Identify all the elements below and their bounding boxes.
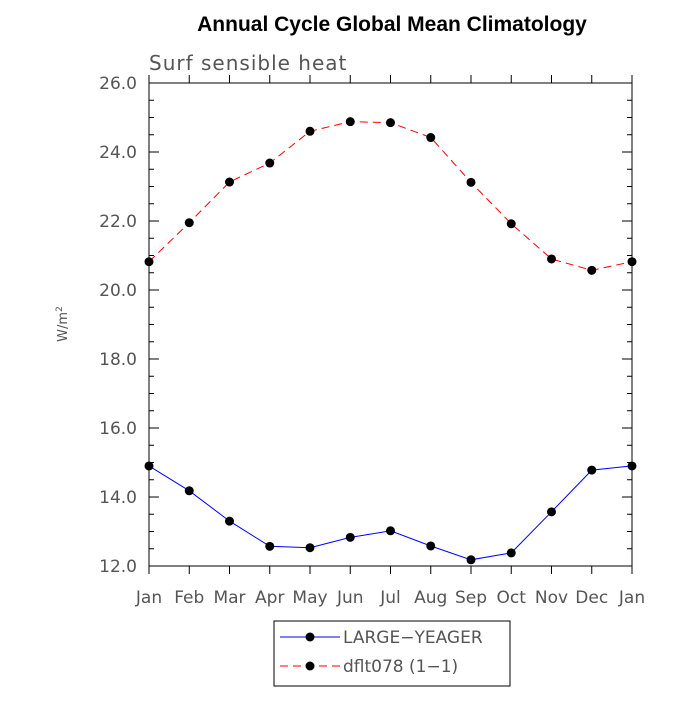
- y-tick-label: 16.0: [99, 419, 137, 439]
- data-point-series-0: [466, 555, 476, 565]
- y-axis-label-superscript: 2: [55, 306, 65, 312]
- x-tick-label: Jun: [336, 588, 364, 608]
- x-tick-label: May: [292, 588, 327, 608]
- x-tick-label: Dec: [575, 588, 608, 608]
- y-axis-label: W/m2: [55, 306, 71, 342]
- x-tick-label: Feb: [174, 588, 204, 608]
- data-point-series-1: [144, 257, 154, 267]
- x-tick-label: Sep: [455, 588, 487, 608]
- data-point-series-0: [144, 461, 154, 471]
- data-point-series-1: [305, 126, 315, 136]
- x-tick-label: Jan: [618, 588, 645, 608]
- y-tick-label: 18.0: [99, 350, 137, 370]
- data-point-series-1: [627, 257, 637, 267]
- data-point-series-1: [547, 254, 556, 264]
- x-tick-label: Jul: [379, 588, 401, 608]
- data-point-series-0: [184, 486, 194, 496]
- data-point-series-0: [547, 507, 556, 517]
- x-tick-labels: Jan Feb Mar Apr May Jun Jul Aug Sep Oct Nov Dec Jan: [135, 588, 645, 608]
- x-tick-label: Mar: [213, 588, 245, 608]
- minor-ticks: [149, 82, 632, 567]
- data-point-series-1: [184, 218, 194, 228]
- data-point-series-0: [225, 516, 234, 526]
- series-layer: [144, 117, 637, 565]
- x-tick-label: Nov: [535, 588, 568, 608]
- x-tick-label: Jan: [135, 588, 162, 608]
- legend-marker-dflt078: [305, 661, 315, 671]
- legend-marker-large-yeager: [305, 632, 315, 642]
- data-point-series-1: [587, 265, 597, 275]
- data-point-series-1: [386, 118, 395, 128]
- plot-frame: [148, 82, 633, 567]
- data-point-series-1: [506, 219, 516, 229]
- data-point-series-1: [466, 177, 476, 187]
- data-point-series-0: [345, 532, 355, 542]
- data-point-series-0: [426, 541, 436, 551]
- data-point-series-0: [386, 526, 395, 536]
- major-ticks: [148, 75, 633, 574]
- legend-label-dflt078: dflt078 (1−1): [343, 657, 458, 677]
- legend-label-large-yeager: LARGE−YEAGER: [343, 628, 483, 648]
- y-tick-label: 20.0: [99, 281, 137, 301]
- y-tick-label: 12.0: [99, 557, 137, 577]
- data-point-series-1: [265, 158, 275, 168]
- y-tick-labels: 12.0 14.0 16.0 18.0 20.0 22.0 24.0 26.0: [99, 74, 137, 577]
- y-tick-label: 22.0: [99, 212, 137, 232]
- data-point-series-1: [225, 177, 234, 187]
- data-point-series-1: [345, 117, 355, 127]
- x-tick-label: Aug: [414, 588, 447, 608]
- data-point-series-0: [627, 461, 637, 471]
- chart-subtitle: Surf sensible heat: [149, 51, 347, 75]
- series-line-1: [148, 121, 633, 271]
- data-point-series-0: [265, 541, 275, 551]
- y-tick-label: 24.0: [99, 143, 137, 163]
- legend-box: [273, 620, 511, 687]
- x-tick-label: Oct: [497, 588, 527, 608]
- chart-title: Annual Cycle Global Mean Climatology: [197, 13, 587, 36]
- data-point-series-0: [305, 543, 315, 553]
- x-tick-label: Apr: [255, 588, 284, 608]
- y-tick-label: 14.0: [99, 488, 137, 508]
- data-point-series-1: [426, 133, 436, 143]
- y-tick-label: 26.0: [99, 74, 137, 94]
- data-point-series-0: [587, 465, 597, 475]
- y-axis-label-text: W/m: [56, 312, 71, 342]
- data-point-series-0: [506, 548, 516, 558]
- series-line-0: [148, 465, 633, 561]
